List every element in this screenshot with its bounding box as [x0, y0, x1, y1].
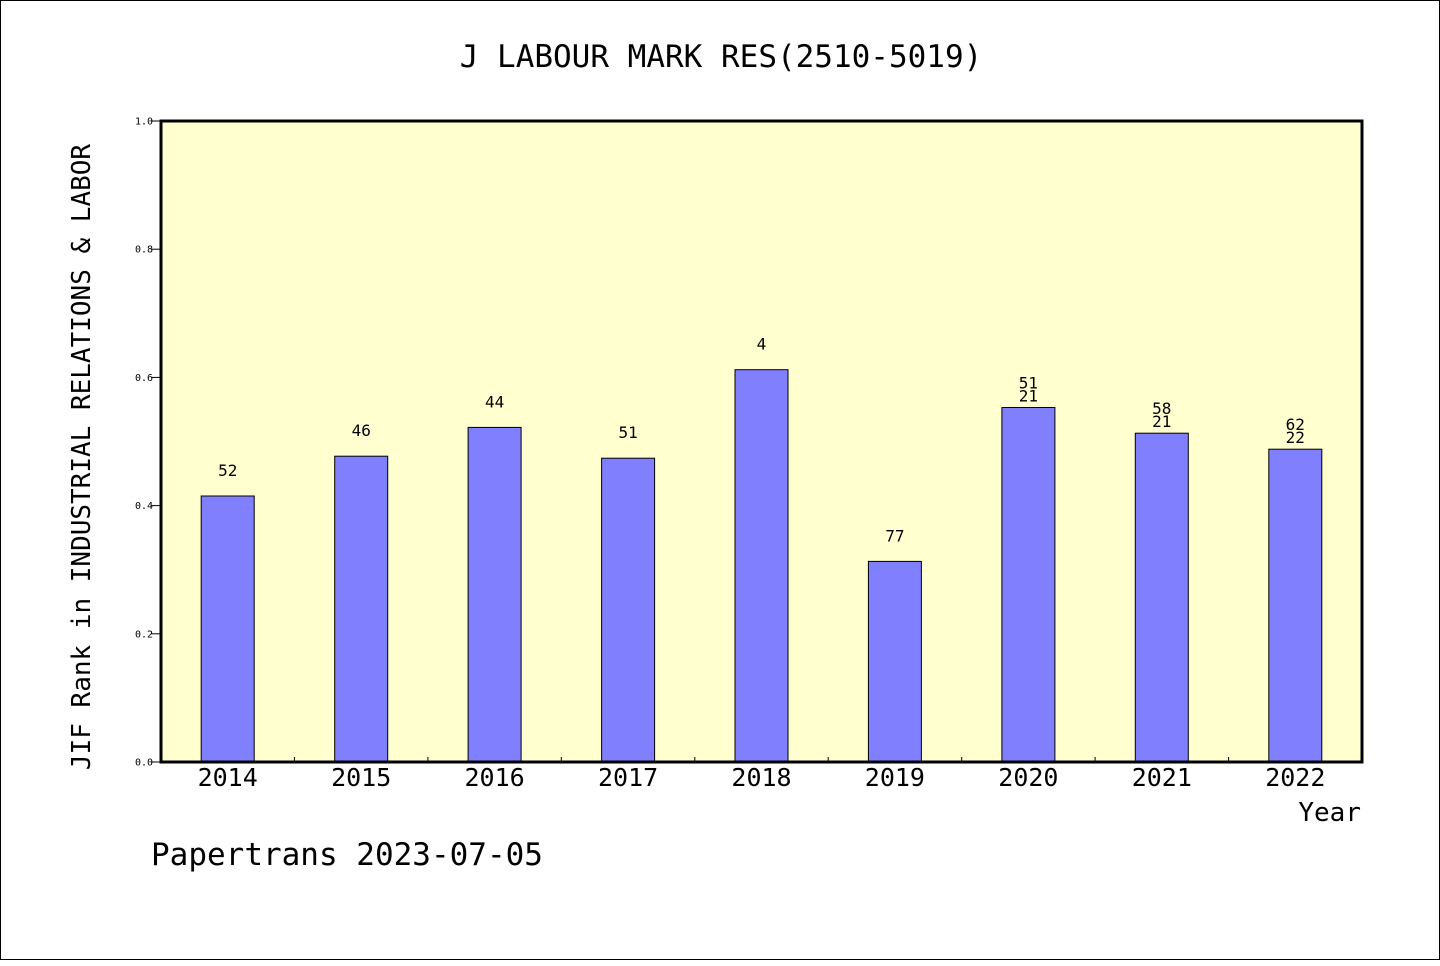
bar-2020 [1001, 407, 1056, 763]
bar-label-2020-1: 51 [1019, 374, 1038, 393]
x-axis-ticks: 2014 2015 2016 2017 2018 2019 2020 2021 2022 [198, 757, 1325, 792]
bars-group [200, 369, 1323, 763]
y-tick-label-4: 0.8 [135, 245, 153, 256]
bar-2022 [1268, 448, 1323, 763]
y-tick-label-1: 0.2 [135, 629, 153, 640]
x-tick-label-2016: 2016 [464, 763, 524, 792]
x-tick-label-2015: 2015 [331, 763, 391, 792]
x-tick-label-2020: 2020 [998, 763, 1058, 792]
x-tick-label-2021: 2021 [1132, 763, 1192, 792]
bar-label-2015: 46 [352, 421, 371, 440]
y-axis-label: JIF Rank in INDUSTRIAL RELATIONS & LABOR [67, 144, 97, 770]
x-tick-label-2014: 2014 [198, 763, 258, 792]
bar-label-2019: 77 [885, 526, 904, 545]
footer-credit: Papertrans 2023-07-05 [151, 837, 543, 873]
x-tick-label-2022: 2022 [1265, 763, 1325, 792]
x-tick-label-2018: 2018 [731, 763, 791, 792]
bar-label-2021-1: 58 [1152, 399, 1171, 418]
plot-border [159, 119, 1364, 764]
y-tick-label-2: 0.4 [135, 501, 153, 512]
bar-label-2017: 51 [618, 423, 637, 442]
bar-label-2022-2: 22 [1286, 428, 1305, 447]
bar-label-2018: 4 [757, 335, 767, 354]
y-tick-label-5: 1.0 [135, 117, 153, 128]
bar-2014 [200, 495, 255, 763]
bar-label-2014: 52 [218, 461, 237, 480]
x-tick-label-2017: 2017 [598, 763, 658, 792]
x-tick-label-2019: 2019 [865, 763, 925, 792]
bar-label-2022-1: 62 [1286, 415, 1305, 434]
bar-label-2020-2: 21 [1019, 387, 1038, 406]
bar-label-2016: 44 [485, 392, 504, 411]
bar-2015 [334, 455, 389, 763]
bar-label-2021-2: 21 [1152, 412, 1171, 431]
y-axis-ticks: 0.0 0.2 0.4 0.6 0.8 1.0 [135, 117, 161, 769]
y-tick-label-3: 0.6 [135, 373, 153, 384]
bar-2016 [467, 426, 522, 763]
bar-2018 [734, 369, 789, 763]
chart-title: J LABOUR MARK RES(2510-5019) [460, 39, 983, 75]
x-axis-label: Year [1298, 798, 1361, 828]
bar-2019 [867, 560, 922, 763]
bar-2017 [601, 457, 656, 763]
bar-2021 [1134, 432, 1189, 763]
y-tick-label-0: 0.0 [135, 758, 153, 769]
